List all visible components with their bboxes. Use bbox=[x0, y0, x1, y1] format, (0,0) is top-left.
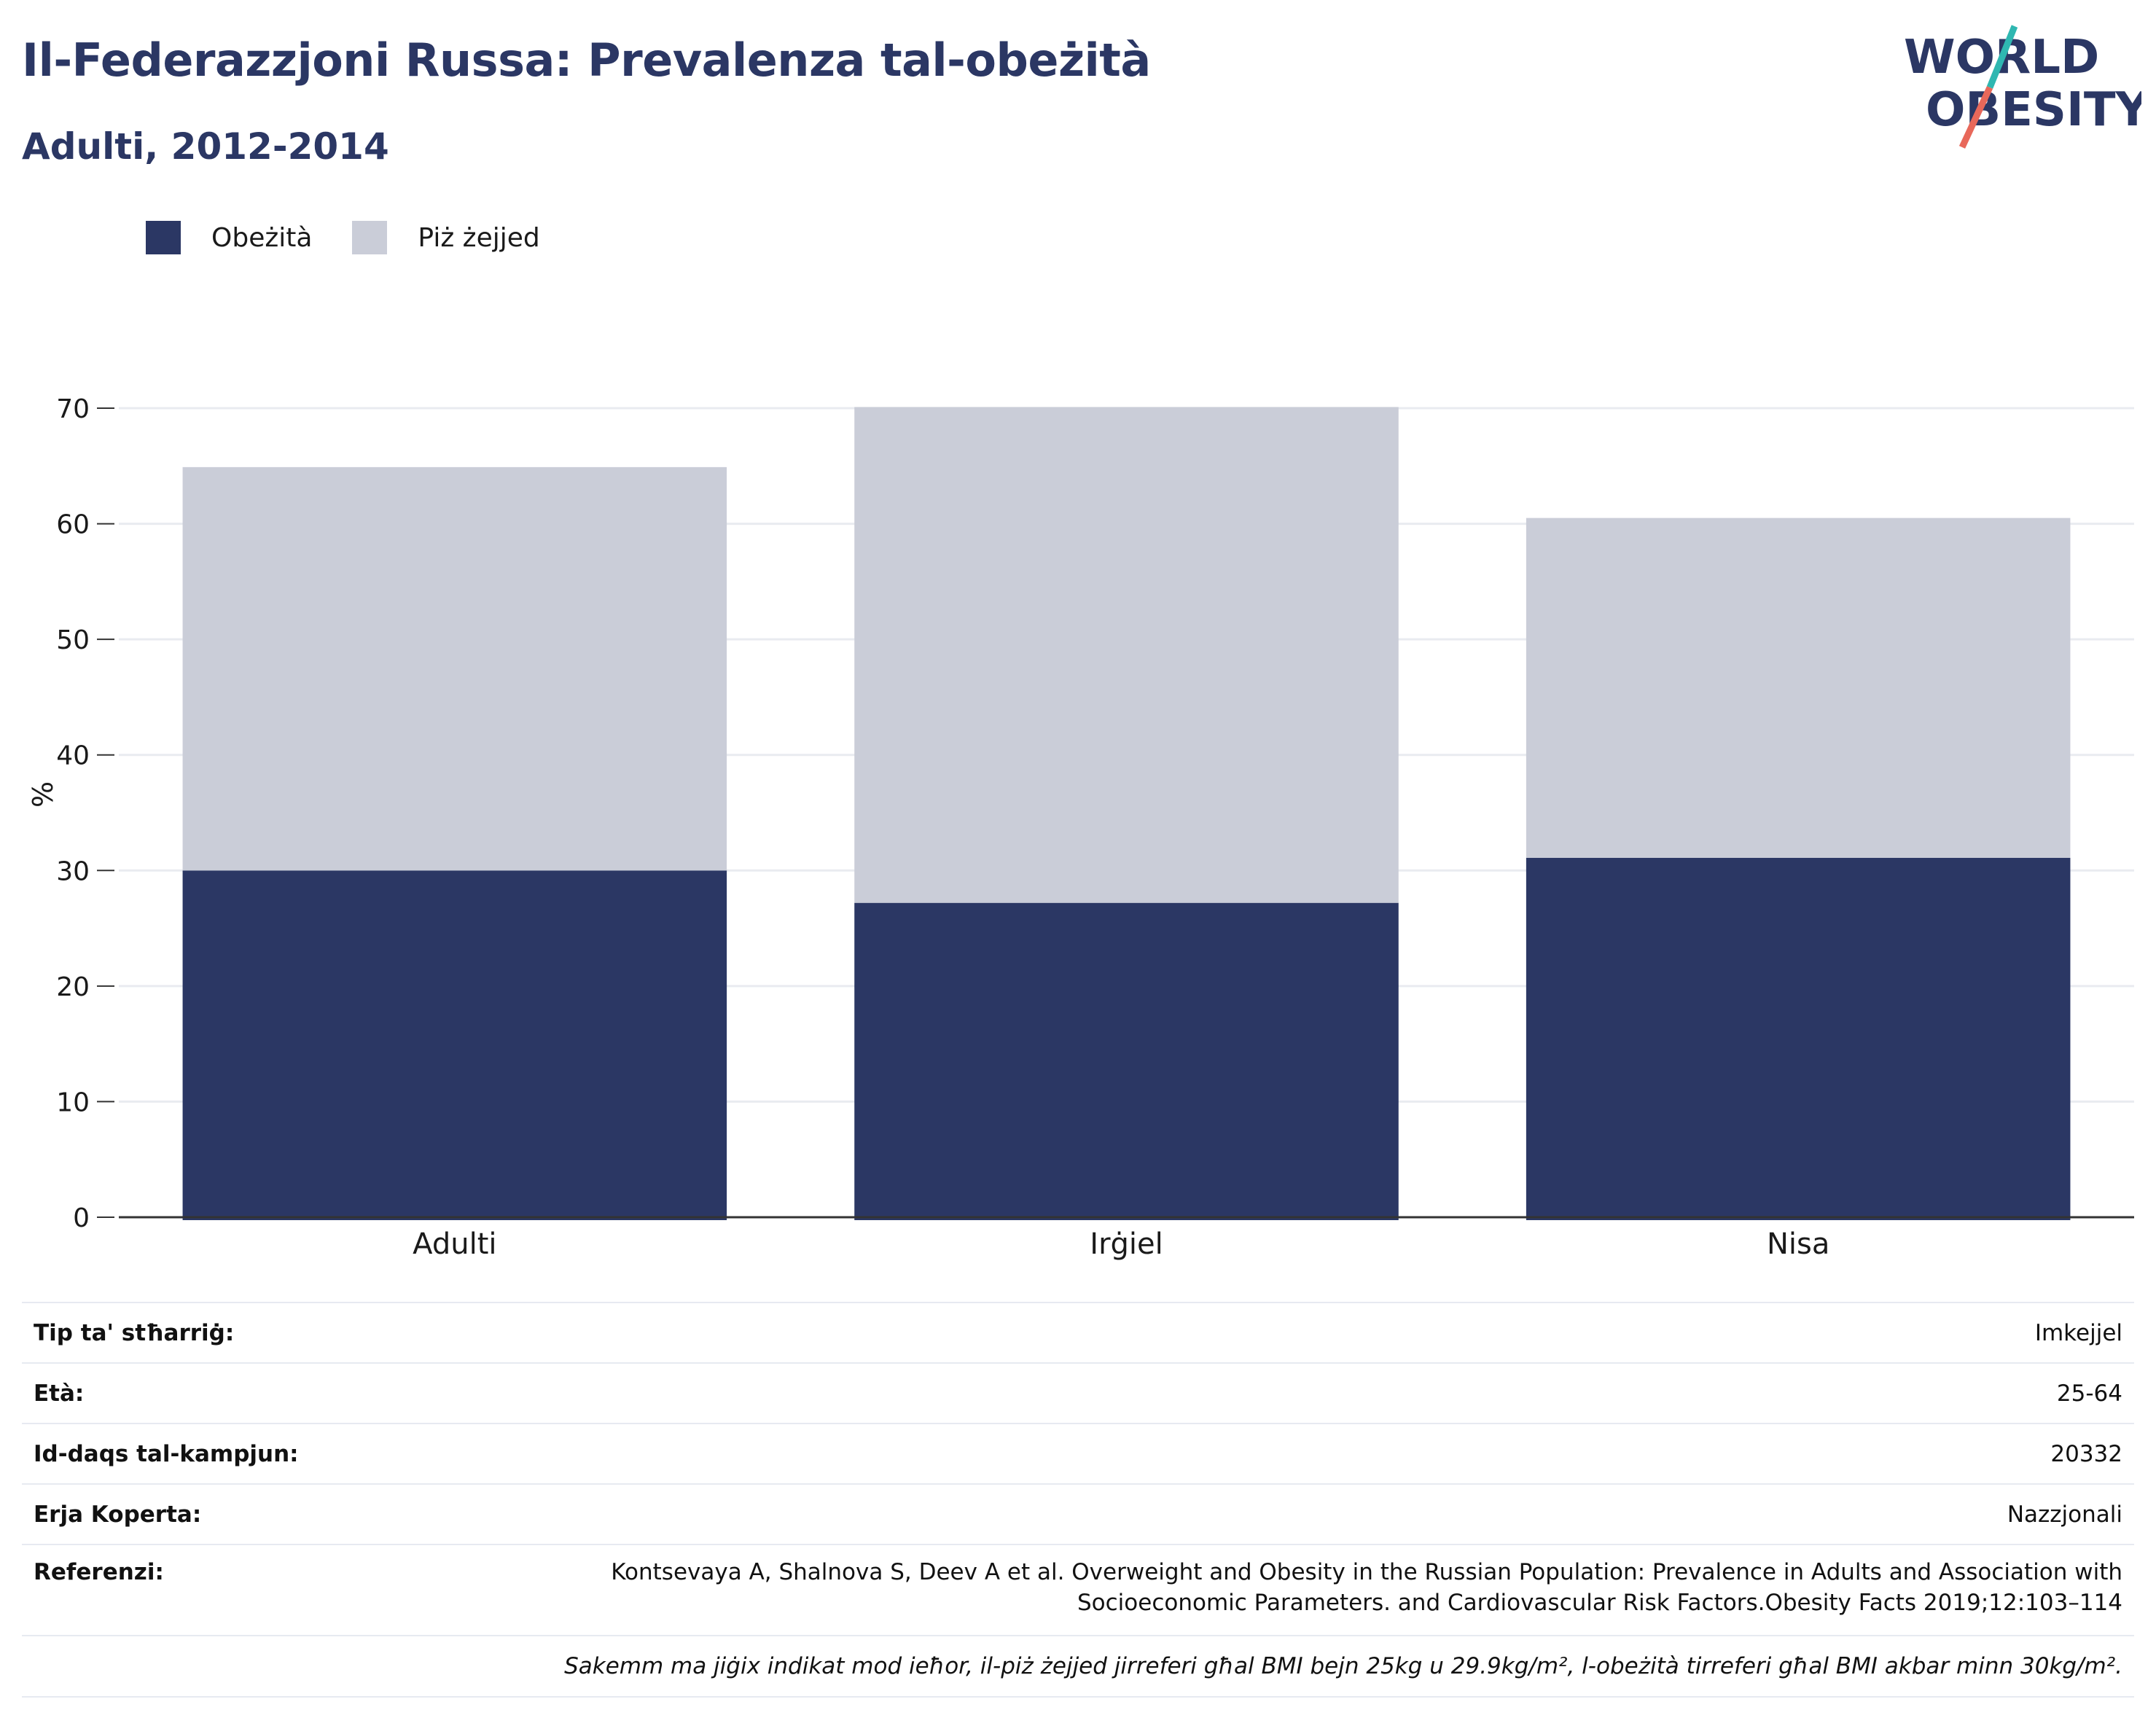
reference-line-2: Socioeconomic Parameters. and Cardiovasc… bbox=[1077, 1590, 2122, 1616]
info-value: 20332 bbox=[2050, 1440, 2122, 1467]
y-tick-label: 60 bbox=[56, 510, 90, 540]
y-tick-label: 70 bbox=[56, 394, 90, 424]
legend-item-overweight[interactable]: Piż żejjed bbox=[352, 221, 540, 254]
bar-overweight bbox=[854, 407, 1399, 903]
bar-chart: 0 10 20 30 40 50 60 70 Adulti Irġiel Nisa % bbox=[27, 394, 2134, 1261]
info-label: Erja Koperta: bbox=[34, 1501, 202, 1528]
info-value: 25-64 bbox=[2056, 1380, 2122, 1407]
info-row-sample-size: Id-daqs tal-kampjun: 20332 bbox=[22, 1423, 2134, 1483]
info-label: Id-daqs tal-kampjun: bbox=[34, 1440, 299, 1467]
legend-label-obesity: Obeżità bbox=[211, 222, 313, 253]
bar-obesity bbox=[182, 870, 727, 1220]
info-label: Referenzi: bbox=[34, 1559, 164, 1585]
x-tick-label: Irġiel bbox=[1090, 1227, 1163, 1261]
y-tick-label: 10 bbox=[56, 1087, 90, 1117]
bar-overweight bbox=[182, 466, 727, 871]
logo-line-2: OBESITY bbox=[1926, 83, 2141, 137]
info-row-age: Età: 25-64 bbox=[22, 1362, 2134, 1423]
y-axis-label: % bbox=[27, 781, 59, 808]
x-tick-label: Adulti bbox=[413, 1227, 496, 1261]
logo-slash-top bbox=[1986, 25, 2018, 89]
legend-item-obesity[interactable]: Obeżità bbox=[146, 221, 312, 254]
reference-text: Kontsevaya A, Shalnova S, Deev A et al. … bbox=[611, 1545, 2134, 1618]
bar-obesity bbox=[1526, 857, 2071, 1220]
definition-note: Sakemm ma jiġix indikat mod ieħor, il-pi… bbox=[564, 1653, 2122, 1679]
info-row-note: Sakemm ma jiġix indikat mod ieħor, il-pi… bbox=[22, 1635, 2134, 1698]
info-label: Età: bbox=[34, 1380, 85, 1407]
legend-label-overweight: Piż żejjed bbox=[418, 222, 540, 253]
legend: Obeżità Piż żejjed bbox=[146, 219, 580, 257]
bar-obesity bbox=[854, 902, 1399, 1220]
y-tick-label: 50 bbox=[56, 625, 90, 655]
info-value: Nazzjonali bbox=[2007, 1501, 2122, 1528]
axes: 0 10 20 30 40 50 60 70 Adulti Irġiel Nisa bbox=[56, 394, 2134, 1261]
info-row-survey-type: Tip ta' stħarriġ: Imkejjel bbox=[22, 1302, 2134, 1362]
chart-title: Il-Federazzjoni Russa: Prevalenza tal-ob… bbox=[22, 34, 1151, 87]
bars bbox=[182, 407, 2071, 1220]
y-tick-label: 40 bbox=[56, 741, 90, 771]
y-tick-label: 30 bbox=[56, 856, 90, 886]
legend-swatch-overweight bbox=[352, 221, 388, 254]
info-row-area-covered: Erja Koperta: Nazzjonali bbox=[22, 1483, 2134, 1544]
bar-overweight bbox=[1526, 518, 2071, 858]
y-tick-label: 0 bbox=[73, 1203, 90, 1233]
world-obesity-logo: WORLD OBESITY bbox=[1904, 25, 2141, 149]
chart-subtitle: Adulti, 2012-2014 bbox=[22, 125, 389, 168]
x-tick-label: Nisa bbox=[1767, 1227, 1829, 1261]
reference-line-1: Kontsevaya A, Shalnova S, Deev A et al. … bbox=[611, 1559, 2122, 1585]
logo-slash-bottom bbox=[1958, 86, 1993, 149]
info-value: Imkejjel bbox=[2034, 1319, 2122, 1346]
info-label: Tip ta' stħarriġ: bbox=[34, 1319, 235, 1346]
info-row-references: Referenzi: Kontsevaya A, Shalnova S, Dee… bbox=[22, 1544, 2134, 1635]
survey-info-table: Tip ta' stħarriġ: Imkejjel Età: 25-64 Id… bbox=[22, 1302, 2134, 1698]
y-tick-label: 20 bbox=[56, 972, 90, 1002]
legend-swatch-obesity bbox=[146, 221, 181, 254]
